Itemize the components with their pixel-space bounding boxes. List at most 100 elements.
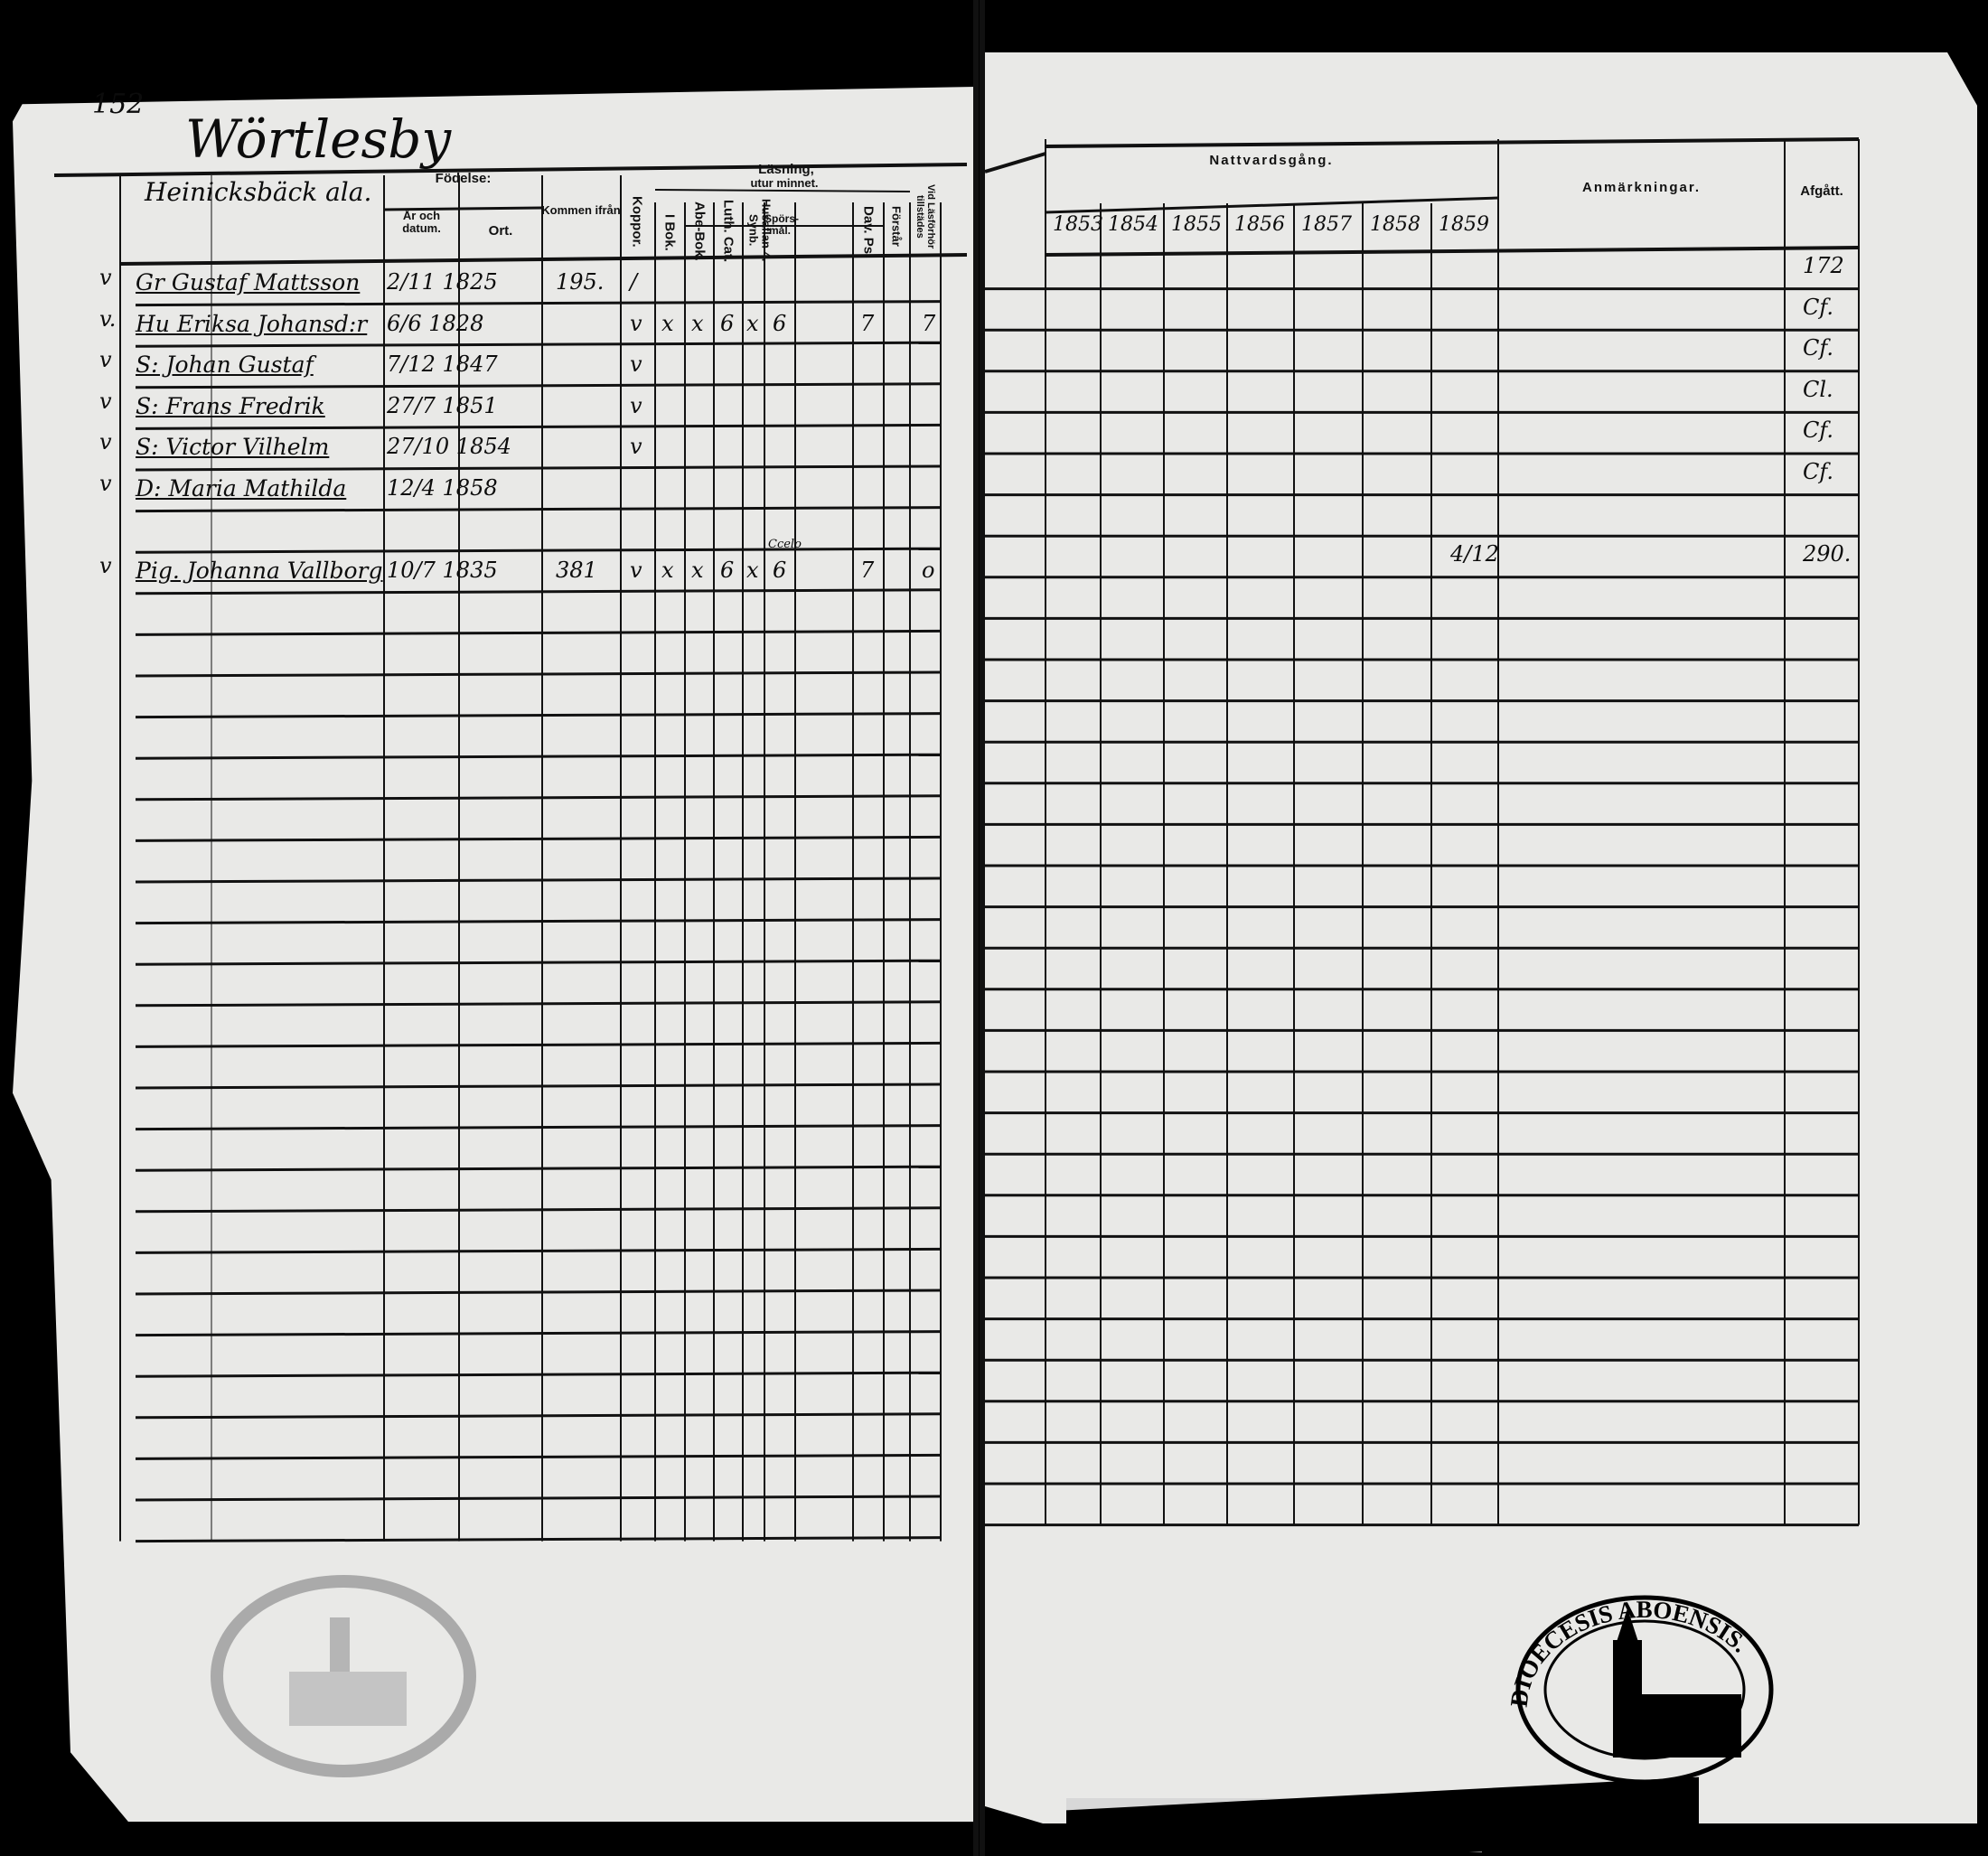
row-rule [135, 753, 942, 760]
farm-name: Heinicksbäck ala. [145, 177, 372, 207]
row-rule [135, 876, 942, 884]
year-header: 1854 [1108, 213, 1158, 236]
header-bottom-rule [119, 253, 968, 266]
diocesan-seal: DIOECESIS ABOENSIS. [1505, 1595, 1774, 1785]
row-rule [135, 712, 942, 719]
entry-dav: 7 [860, 558, 875, 584]
entry-mark: v. [99, 305, 117, 332]
entry-name: Gr Gustaf Mattsson [136, 269, 361, 295]
row-rule [135, 1206, 942, 1214]
header-husaflan: Husaflan 4. Synb. [746, 199, 774, 262]
village-name: Wörtlesby [185, 108, 452, 170]
row-rule [135, 1289, 942, 1296]
header-fodelse: Födelse: [435, 171, 492, 186]
right-page [983, 52, 1977, 1823]
row-rule [135, 670, 942, 678]
header-top-rule [53, 163, 968, 177]
row-rule [135, 464, 942, 472]
header-nattvardsgang: Nattvardsgång. [1209, 153, 1334, 168]
entry-name: S: Victor Vilhelm [136, 434, 330, 461]
entry-nattvard-1859: 4/12 [1450, 541, 1499, 567]
entry-birth: 12/4 1858 [387, 475, 498, 501]
entry-abe: x [691, 310, 704, 336]
entry-afgatt: 172 [1803, 253, 1844, 278]
header-ort: Ort. [488, 223, 513, 239]
row-rule [135, 794, 942, 801]
entry-abe: x [691, 558, 704, 584]
header-vid-lasforhor: Vid Läsförhör tillstädes [914, 184, 937, 249]
entry-name: D: Maria Mathilda [136, 475, 347, 501]
header-luth: Luth. Cat. [720, 200, 736, 263]
entry-afgatt: Cl. [1803, 376, 1833, 402]
header-anmarkningar: Anmärkningar. [1581, 180, 1702, 195]
left-page [13, 87, 976, 1822]
entry-bok: x [661, 558, 674, 584]
row-rule [135, 1371, 942, 1378]
header-kommen: Kommen ifrån [541, 203, 621, 217]
row-rule [135, 918, 942, 925]
entry-hus: x [746, 310, 759, 336]
row-rule [135, 1330, 942, 1337]
header-dav: Dav. Ps. [860, 206, 877, 258]
header-top-curve [984, 152, 1046, 173]
entry-vid: 7 [922, 310, 936, 336]
years-rule [1045, 196, 1499, 214]
entry-birth: 6/6 1828 [387, 310, 484, 336]
row-rule [135, 300, 942, 307]
entry-koppor: v [630, 392, 642, 418]
entry-afgatt: Cf. [1803, 459, 1834, 484]
header-sporsmal: Spörs-mål. [764, 212, 800, 238]
entry-afgatt: 290. [1803, 541, 1852, 567]
year-header: 1857 [1301, 213, 1352, 236]
row-rule [135, 1165, 942, 1172]
row-rule [135, 588, 942, 595]
row-rule [135, 506, 942, 513]
entry-name: S: Frans Fredrik [136, 392, 325, 419]
row-rule [135, 1000, 942, 1008]
entry-koppor: / [630, 269, 638, 295]
page-number: 152 [92, 89, 145, 120]
header-utur-minnet: utur minnet. [750, 176, 819, 190]
row-rule [135, 1247, 942, 1254]
header-koppor: Koppor. [629, 195, 645, 248]
entry-koppor: v [630, 310, 642, 336]
entry-mark: v [99, 429, 112, 455]
entry-kommen: 381 [556, 558, 597, 584]
row-rule [135, 1041, 942, 1048]
entry-mark: v [99, 388, 112, 414]
row-rule [135, 382, 942, 389]
faded-stamp [211, 1575, 476, 1777]
header-bok: I Bok. [661, 213, 678, 251]
entry-birth: 10/7 1835 [387, 558, 498, 584]
header-abe: Abe-Bok. [691, 202, 708, 261]
header-afgatt: Afgått. [1800, 183, 1843, 199]
header-bottom-rule [1045, 246, 1860, 257]
entry-spors-note: Ccelo [768, 538, 802, 552]
row-rule [135, 629, 942, 636]
header-top-rule [1045, 137, 1860, 148]
lasning-rule [654, 189, 911, 192]
row-rule [135, 1412, 942, 1420]
entry-mark: v [99, 265, 112, 290]
entry-birth: 7/12 1847 [387, 352, 498, 378]
entry-spors: 6 [773, 558, 787, 584]
row-rule [135, 341, 942, 348]
entry-afgatt: Cf. [1803, 294, 1834, 320]
header-ar-datum: År och datum. [402, 209, 441, 236]
header-forstar: Förstår [889, 205, 904, 247]
row-rule [135, 547, 942, 554]
year-header: 1855 [1171, 213, 1222, 236]
entry-dav: 7 [860, 310, 875, 336]
entry-birth: 27/7 1851 [387, 392, 498, 418]
year-header: 1858 [1370, 213, 1421, 236]
entry-birth: 27/10 1854 [387, 434, 511, 460]
entry-kommen: 195. [556, 269, 605, 295]
entry-bok: x [661, 310, 674, 336]
entry-mark: v [99, 471, 112, 496]
header-lasning: Läsning, [758, 162, 814, 177]
entry-koppor: v [630, 558, 642, 584]
entry-spors: 6 [773, 310, 787, 336]
row-rule [135, 1495, 942, 1502]
